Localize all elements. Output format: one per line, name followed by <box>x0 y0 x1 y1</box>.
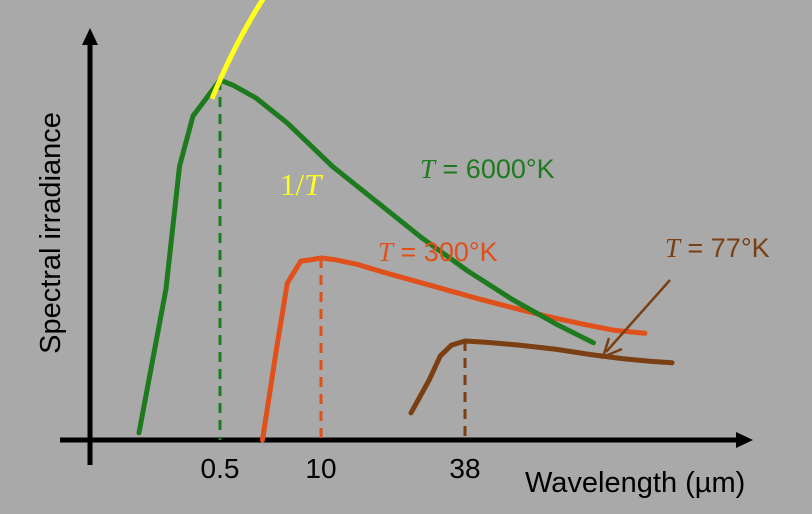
text-labels: Wavelength (µm) Spectral irradiance 1/T … <box>35 112 770 499</box>
series-label-77k-pointer <box>605 279 671 353</box>
series-label-300k: T = 300°K <box>378 237 498 267</box>
series-line-2 <box>408 338 675 416</box>
x-tick-labels: 0.5 10 38 <box>201 453 481 484</box>
x-axis-arrowhead <box>736 432 753 448</box>
axes <box>60 28 753 465</box>
y-axis-label: Spectral irradiance <box>35 112 67 354</box>
reference-curve-label: 1/T <box>280 167 324 202</box>
series-line-1 <box>260 255 648 443</box>
x-tick-label: 38 <box>449 453 480 484</box>
series-label-6000k: T = 6000°K <box>420 154 555 184</box>
series-label-77k: T = 77°K <box>665 233 770 263</box>
series-line-0 <box>136 77 596 436</box>
peak-droplines <box>218 80 467 440</box>
x-tick-label: 10 <box>305 453 336 484</box>
x-tick-label: 0.5 <box>201 453 240 484</box>
x-axis-label: Wavelength (µm) <box>525 467 745 499</box>
reference-curve-1-over-t <box>209 0 266 100</box>
series-label-77k-pointer-head <box>600 337 623 360</box>
spectral-curves <box>136 0 675 443</box>
y-axis-arrowhead <box>82 28 98 45</box>
